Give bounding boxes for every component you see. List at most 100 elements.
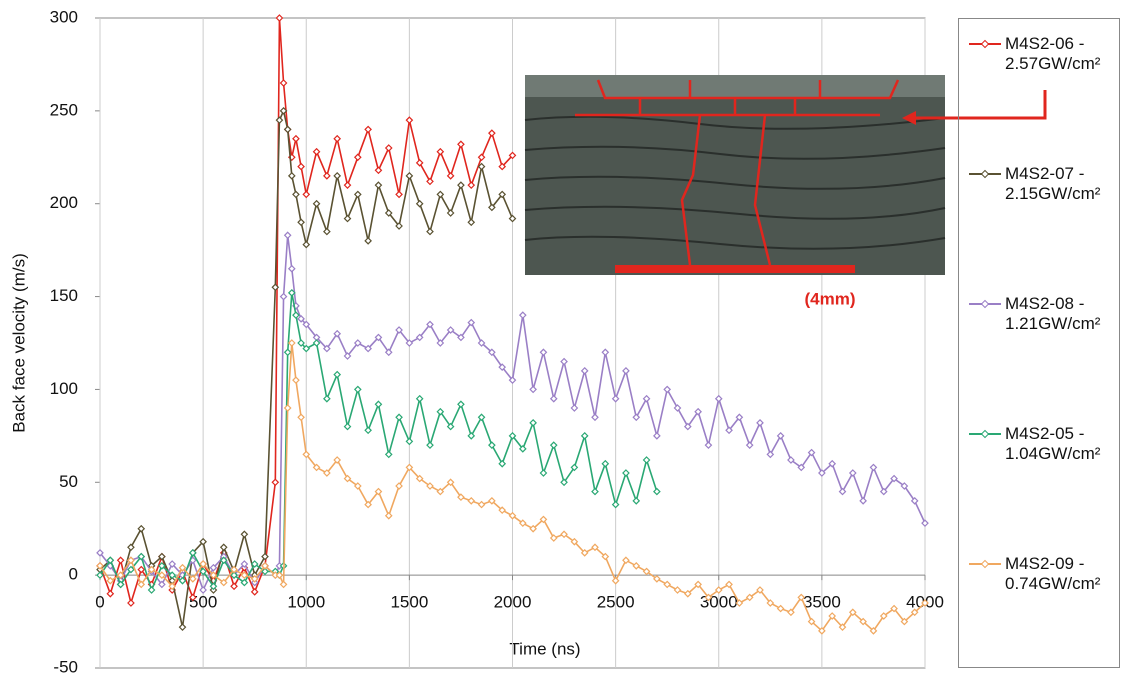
data-point [591, 543, 599, 552]
data-point [508, 432, 517, 440]
data-point [518, 311, 527, 319]
x-tick-label: 1500 [390, 593, 428, 612]
x-axis-label: Time (ns) [509, 639, 580, 658]
data-point [353, 190, 362, 199]
data-point [910, 497, 919, 505]
data-point [477, 153, 486, 162]
data-point [869, 627, 878, 635]
data-point [694, 580, 702, 589]
legend-label: M4S2-09 - 0.74GW/cm² [1005, 554, 1101, 593]
data-point [890, 474, 898, 483]
data-point [343, 214, 352, 223]
data-point [302, 450, 311, 459]
data-point [333, 172, 342, 180]
data-point [591, 487, 599, 496]
x-tick-label: 3500 [803, 593, 841, 612]
legend-item: M4S2-06 - 2.57GW/cm² [965, 34, 1105, 74]
data-point [209, 571, 218, 579]
data-point [292, 134, 300, 143]
data-point [137, 524, 146, 533]
data-point [663, 385, 672, 394]
y-tick-label: 200 [50, 193, 78, 212]
data-point [756, 586, 764, 594]
data-point [116, 580, 125, 589]
data-point [283, 125, 292, 134]
series [96, 339, 929, 635]
data-point [137, 580, 146, 589]
data-point [188, 575, 197, 583]
data-point [96, 571, 104, 579]
data-point [405, 339, 414, 347]
y-tick-label: 50 [59, 472, 78, 491]
data-point [287, 172, 296, 180]
data-point [580, 549, 589, 557]
data-point [488, 348, 496, 357]
data-point [250, 575, 259, 583]
data-point [353, 482, 362, 490]
data-point [199, 537, 207, 546]
data-point [261, 562, 269, 570]
data-point [158, 562, 166, 570]
data-point [498, 162, 507, 171]
data-point [601, 459, 610, 468]
data-point [498, 506, 507, 514]
data-point [632, 497, 641, 505]
data-point [283, 348, 292, 357]
data-point [343, 352, 352, 360]
data-point [848, 608, 857, 617]
data-point [297, 339, 305, 347]
data-point [921, 519, 929, 527]
data-point [704, 593, 713, 602]
x-tick-label: 3000 [700, 593, 738, 612]
data-point [405, 116, 414, 124]
data-point [261, 552, 269, 561]
data-point [611, 500, 620, 509]
y-tick-label: 0 [69, 565, 78, 584]
data-point [859, 617, 867, 626]
data-point [168, 560, 177, 568]
data-point [632, 413, 641, 422]
data-point [158, 571, 166, 579]
data-point [745, 593, 754, 602]
data-point [560, 357, 568, 366]
data-point [188, 593, 197, 602]
data-point [787, 456, 795, 464]
data-point [302, 344, 311, 353]
data-point [405, 463, 414, 472]
data-point [498, 459, 507, 468]
legend-label: M4S2-07 - 2.15GW/cm² [1005, 164, 1101, 203]
data-point [287, 264, 296, 273]
data-point [488, 129, 496, 137]
data-point [653, 432, 661, 440]
data-point [395, 326, 403, 334]
data-point [384, 511, 393, 520]
data-point [250, 588, 259, 596]
data-point [199, 560, 207, 568]
data-point [488, 497, 496, 505]
data-point [467, 218, 476, 227]
data-point [374, 400, 383, 409]
data-point [395, 482, 403, 490]
data-point [910, 608, 919, 617]
data-point [807, 617, 816, 626]
data-point [384, 348, 393, 357]
data-point [725, 426, 733, 435]
data-point [283, 231, 292, 240]
data-point [642, 567, 651, 576]
x-tick-label: 1000 [287, 593, 325, 612]
data-point [353, 153, 362, 162]
data-point [292, 311, 300, 319]
data-point [297, 315, 305, 323]
data-point [426, 227, 434, 236]
data-point [116, 556, 125, 565]
data-point [467, 181, 476, 189]
data-point [642, 456, 651, 464]
data-point [312, 463, 321, 472]
data-point [477, 413, 486, 422]
x-tick-label: 2500 [597, 593, 635, 612]
data-point [209, 563, 218, 572]
data-point [756, 419, 764, 427]
data-point [776, 604, 785, 613]
data-point [807, 448, 816, 457]
